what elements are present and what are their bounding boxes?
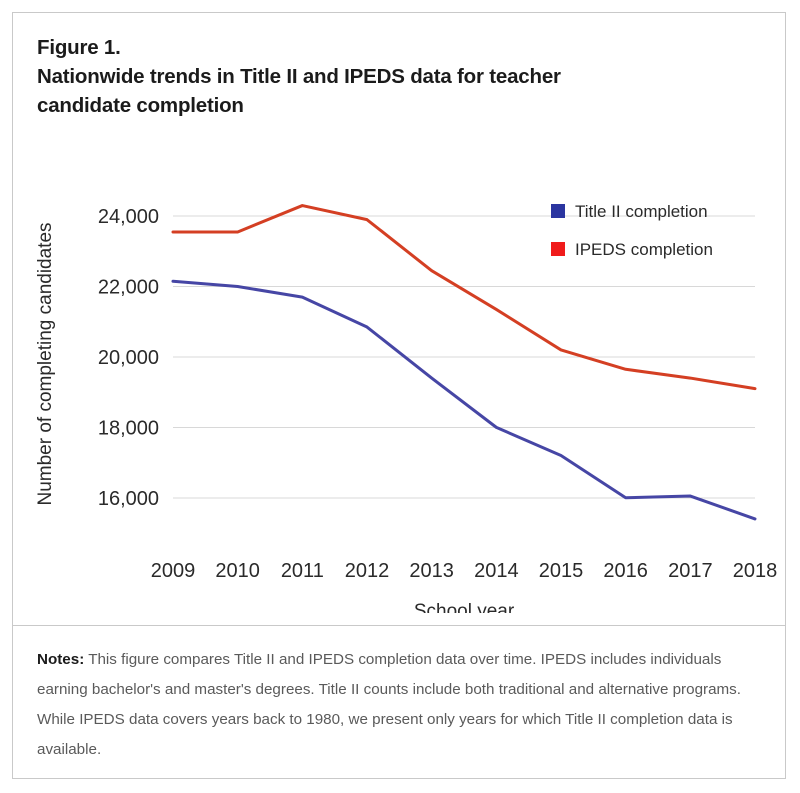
legend-swatch: [551, 204, 565, 218]
chart-region: 16,000 18,000 20,000 22,000 24,000 2009 2010 2…: [13, 153, 785, 613]
legend-swatch: [551, 242, 565, 256]
chart-legend: Title II completion IPEDS completion: [551, 202, 713, 259]
x-axis-tick-label: 2009: [151, 560, 196, 582]
legend-label: IPEDS completion: [575, 240, 713, 259]
x-axis-tick-label: 2014: [474, 560, 519, 582]
notes-divider: [13, 625, 785, 626]
x-axis-tick-label: 2018: [733, 560, 778, 582]
notes-label: Notes:: [37, 651, 85, 668]
figure-title-line-2: candidate completion: [37, 94, 244, 117]
x-axis-title: School year: [414, 601, 515, 613]
notes-text: This figure compares Title II and IPEDS …: [37, 651, 741, 758]
y-axis-title: Number of completing candidates: [35, 222, 56, 505]
x-axis-tick-label: 2012: [345, 560, 390, 582]
series-line-ipeds-completion: [171, 204, 757, 391]
figure-title-block: Figure 1. Nationwide trends in Title II …: [37, 33, 737, 120]
series-group: [171, 204, 757, 521]
y-axis-tick-label: 24,000: [98, 206, 159, 228]
figure-title-line-1: Nationwide trends in Title II and IPEDS …: [37, 65, 561, 88]
y-axis-tick-label: 20,000: [98, 347, 159, 369]
series-line-title-ii-completion: [171, 279, 757, 521]
x-axis-tick-label: 2015: [539, 560, 584, 582]
x-axis-tick-label: 2017: [668, 560, 713, 582]
x-axis-tick-labels: 2009 2010 2011 2012 2013 2014 2015 2016 2017 2018: [151, 560, 778, 582]
x-axis-tick-label: 2013: [409, 560, 454, 582]
figure-number: Figure 1.: [37, 36, 121, 59]
x-axis-tick-label: 2010: [215, 560, 260, 582]
legend-label: Title II completion: [575, 202, 708, 221]
y-axis-tick-label: 22,000: [98, 277, 159, 299]
x-axis-tick-label: 2011: [281, 560, 324, 582]
y-axis-tick-labels: 16,000 18,000 20,000 22,000 24,000: [98, 206, 159, 510]
figure-card: Figure 1. Nationwide trends in Title II …: [12, 12, 786, 779]
y-axis-tick-label: 16,000: [98, 488, 159, 510]
figure-notes: Notes: This figure compares Title II and…: [37, 645, 759, 765]
x-axis-tick-label: 2016: [603, 560, 648, 582]
y-axis-tick-label: 18,000: [98, 417, 159, 439]
